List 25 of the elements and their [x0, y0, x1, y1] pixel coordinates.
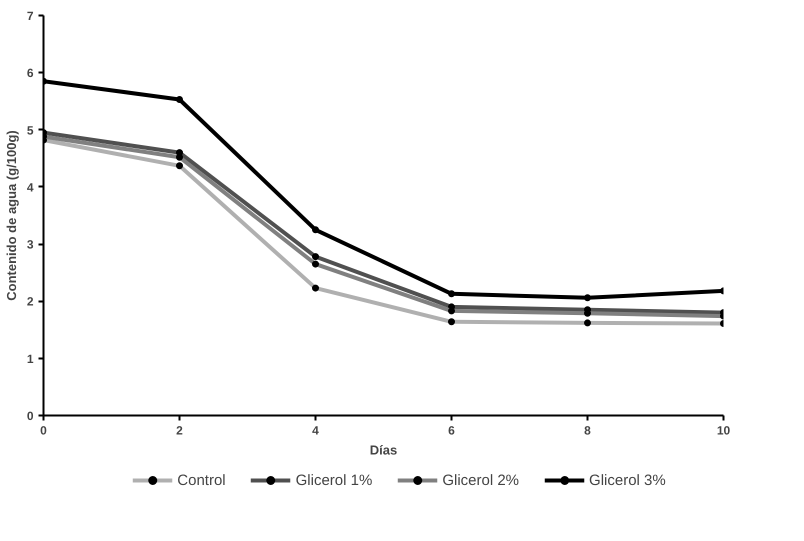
x-tick-label: 2: [176, 424, 184, 438]
x-tick-label: 0: [40, 424, 48, 438]
y-tick-label: 6: [26, 66, 34, 80]
y-tick-label: 1: [26, 352, 34, 366]
y-tick-label: 0: [26, 409, 34, 423]
y-tick-label: 2: [26, 294, 34, 309]
legend-label: Glicerol 1%: [296, 472, 372, 488]
point: [448, 290, 455, 298]
line-series: [44, 78, 724, 302]
legend-label: Control: [177, 472, 226, 488]
y-tick-label: 4: [26, 180, 34, 194]
point: [584, 294, 591, 302]
x-tick-label: 4: [312, 424, 320, 438]
x-tick-label: 10: [716, 424, 730, 438]
y-tick-label: 3: [26, 238, 34, 252]
x-tick-label: 6: [448, 424, 456, 438]
point: [312, 226, 319, 234]
legend-label: Glicerol 3%: [589, 472, 666, 488]
point: [176, 96, 183, 103]
y-axis-title: Contenido de agua (g/100g): [4, 130, 19, 301]
legend-label: Glicerol 2%: [442, 472, 520, 488]
y-tick-label: 7: [26, 9, 34, 23]
x-tick-label: 8: [584, 424, 592, 438]
x-axis-title: Días: [370, 442, 398, 458]
y-tick-label: 5: [26, 123, 34, 138]
